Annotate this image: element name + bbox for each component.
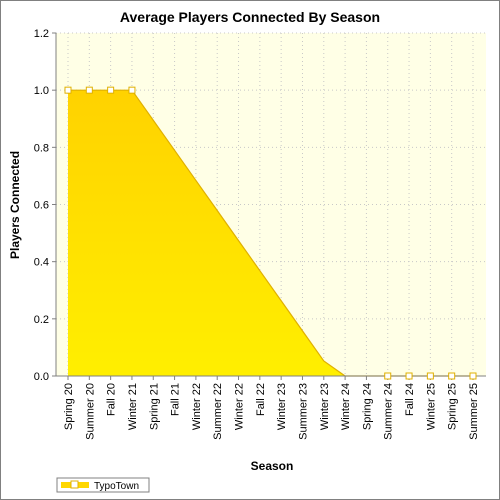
series-area-fill	[68, 90, 473, 377]
data-point-marker	[448, 372, 456, 380]
y-tick-label: 0.8	[34, 142, 49, 154]
x-tick-label: Fall 21	[170, 383, 182, 416]
x-tick-label: Winter 24	[340, 383, 352, 430]
x-tick-label: Summer 22	[212, 383, 224, 440]
x-tick-label: Winter 22	[234, 383, 246, 430]
legend: TypoTown	[56, 477, 150, 493]
data-point-marker	[384, 372, 392, 380]
data-point-marker	[64, 86, 72, 94]
x-tick-label: Spring 24	[361, 383, 373, 430]
x-tick-label: Winter 23	[319, 383, 331, 430]
data-point-marker	[128, 86, 136, 94]
y-tick-labels: 0.0 0.2 0.4 0.6 0.8 1.0 1.2	[34, 28, 56, 383]
x-tick-labels: Spring 20 Summer 20 Fall 20 Winter 21 Spring…	[63, 376, 480, 440]
y-axis-title: Players Connected	[8, 151, 22, 259]
x-tick-label: Summer 23	[297, 383, 309, 440]
y-tick-label: 0.6	[34, 200, 49, 212]
data-markers	[64, 86, 477, 380]
data-point-marker	[426, 372, 434, 380]
x-tick-label: Winter 23	[276, 383, 288, 430]
x-tick-label: Fall 22	[255, 383, 267, 416]
x-tick-label: Spring 25	[447, 383, 459, 430]
data-point-marker	[405, 372, 413, 380]
y-tick-label: 1.2	[34, 28, 49, 40]
y-tick-label: 1.0	[34, 85, 49, 97]
legend-label: TypoTown	[94, 481, 139, 492]
chart-title: Average Players Connected By Season	[120, 9, 380, 25]
legend-box	[56, 477, 150, 493]
legend-marker-icon	[70, 480, 79, 489]
x-tick-label: Spring 21	[148, 383, 160, 430]
x-axis-title: Season	[251, 459, 294, 473]
x-tick-label: Summer 20	[84, 383, 96, 440]
data-point-marker	[107, 86, 115, 94]
x-tick-label: Summer 24	[383, 383, 395, 440]
y-tick-label: 0.2	[34, 314, 49, 326]
x-tick-label: Summer 25	[468, 383, 480, 440]
x-tick-label: Winter 25	[425, 383, 437, 430]
data-point-marker	[469, 372, 477, 380]
x-tick-label: Fall 20	[106, 383, 118, 416]
data-point-marker	[85, 86, 93, 94]
x-tick-label: Spring 20	[63, 383, 75, 430]
x-tick-label: Fall 24	[404, 383, 416, 416]
y-tick-label: 0.4	[34, 257, 49, 269]
x-tick-label: Winter 21	[127, 383, 139, 430]
y-tick-label: 0.0	[34, 371, 49, 383]
x-tick-label: Winter 22	[191, 383, 203, 430]
